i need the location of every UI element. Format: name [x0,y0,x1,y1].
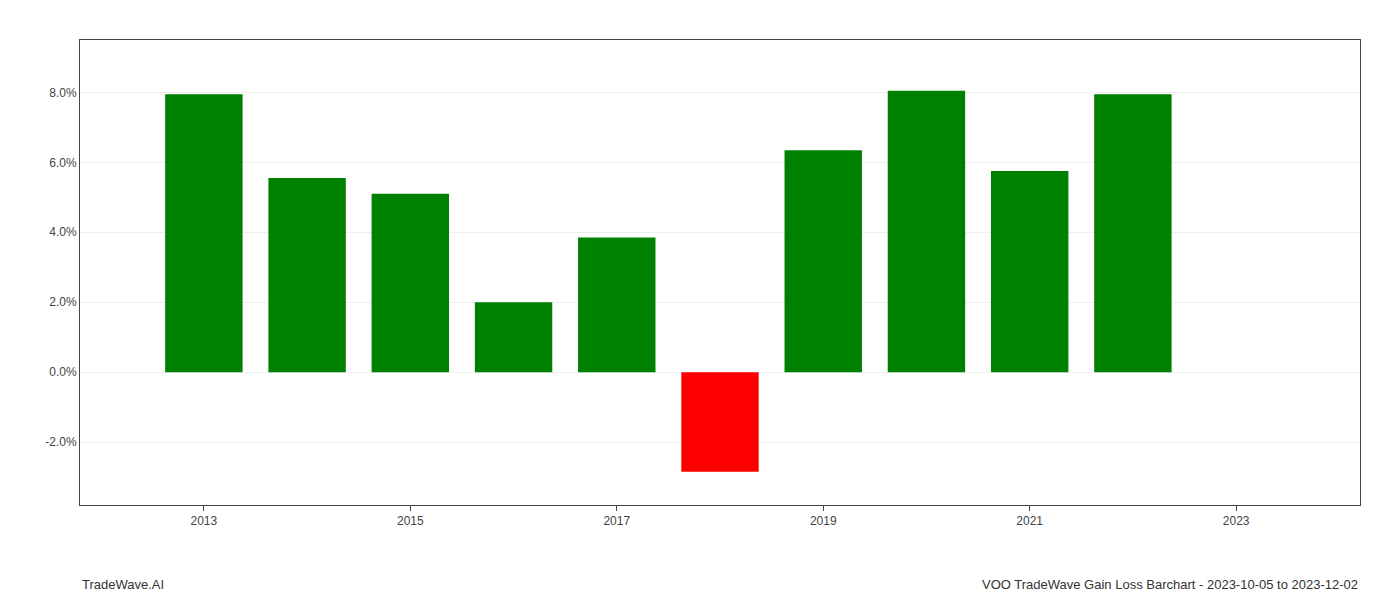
svg-text:VOO TradeWave Gain Loss Barcha: VOO TradeWave Gain Loss Barchart - 2023-… [982,577,1358,592]
svg-text:6.0%: 6.0% [49,156,77,170]
svg-text:2019: 2019 [810,514,837,528]
svg-text:0.0%: 0.0% [49,365,77,379]
svg-text:2.0%: 2.0% [49,295,77,309]
svg-text:4.0%: 4.0% [49,225,77,239]
svg-text:2021: 2021 [1016,514,1043,528]
svg-text:2015: 2015 [397,514,424,528]
svg-text:2017: 2017 [603,514,630,528]
svg-text:8.0%: 8.0% [49,86,77,100]
svg-text:2023: 2023 [1223,514,1250,528]
svg-text:-2.0%: -2.0% [45,435,77,449]
svg-text:TradeWave.AI: TradeWave.AI [82,577,164,592]
svg-text:2013: 2013 [191,514,218,528]
